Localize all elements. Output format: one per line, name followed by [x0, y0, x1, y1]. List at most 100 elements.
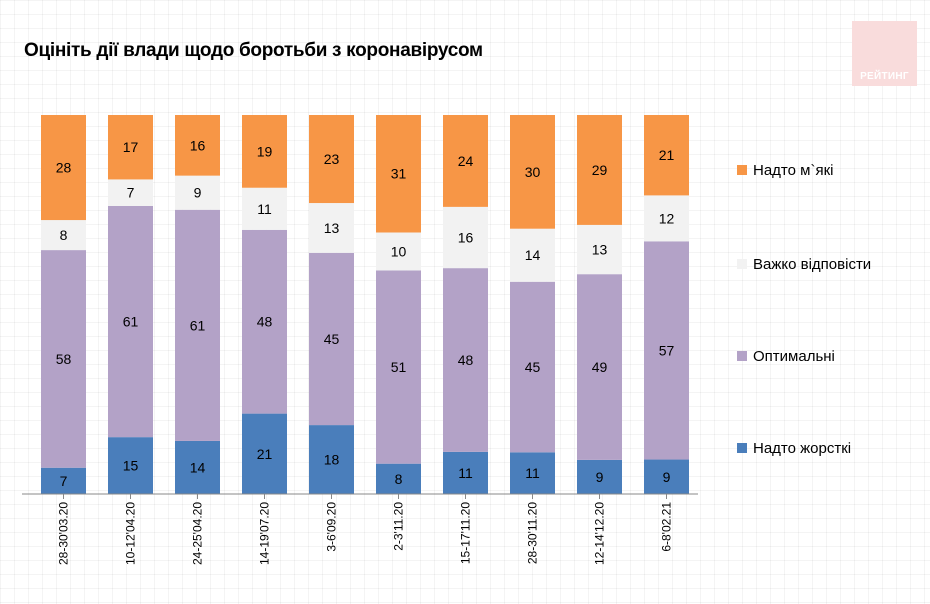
- bar-segment-hard-to-say: [577, 224, 622, 275]
- bar-segment-hard-to-say: [175, 175, 220, 210]
- x-tick-label: 10-12'04.20: [124, 502, 138, 565]
- data-label-optimal: 45: [324, 331, 340, 347]
- data-label-too-harsh: 11: [525, 465, 540, 481]
- x-tick-label: 14-19'07.20: [258, 502, 272, 565]
- data-label-hard-to-say: 7: [127, 185, 135, 201]
- x-tick-label: 15-17'11.20: [459, 502, 473, 564]
- x-tick-label: 28-30'11.20: [526, 502, 540, 564]
- data-label-too-soft: 28: [56, 160, 72, 176]
- rating-logo: РЕЙТИНГ: [852, 21, 917, 86]
- data-label-too-soft: 19: [257, 143, 273, 159]
- data-label-too-soft: 21: [659, 147, 675, 163]
- bar-segment-too-harsh: [376, 463, 421, 494]
- bar-segment-too-harsh: [175, 440, 220, 494]
- bar-segment-too-soft: [108, 115, 153, 180]
- data-label-hard-to-say: 14: [525, 247, 541, 263]
- bar-segment-hard-to-say: [41, 220, 86, 251]
- bar-segment-too-harsh: [577, 459, 622, 494]
- legend-item-optimal: Оптимальні: [737, 346, 835, 366]
- data-label-too-soft: 30: [525, 164, 541, 180]
- bar-segment-too-soft: [510, 115, 555, 229]
- data-label-too-harsh: 8: [395, 471, 403, 487]
- legend-label-hard-to-say: Важко відповісти: [753, 255, 872, 273]
- bar-segment-too-soft: [309, 115, 354, 204]
- data-label-too-harsh: 21: [257, 446, 273, 462]
- data-label-hard-to-say: 8: [60, 227, 68, 243]
- data-label-too-harsh: 9: [663, 469, 671, 485]
- bar-segment-hard-to-say: [644, 195, 689, 242]
- bar-segment-optimal: [644, 241, 689, 460]
- data-label-optimal: 45: [525, 359, 541, 375]
- data-label-optimal: 48: [257, 314, 273, 330]
- data-label-hard-to-say: 13: [592, 242, 608, 258]
- data-label-hard-to-say: 13: [324, 220, 340, 236]
- bar-segment-too-harsh: [510, 452, 555, 494]
- data-label-too-harsh: 9: [596, 469, 604, 485]
- bar-segment-too-harsh: [242, 413, 287, 494]
- data-label-optimal: 51: [391, 359, 407, 375]
- bar-segment-optimal: [242, 229, 287, 414]
- bar-segment-too-soft: [41, 115, 86, 221]
- bar-segment-optimal: [376, 270, 421, 464]
- bar-segment-hard-to-say: [510, 228, 555, 282]
- legend-label-too-harsh: Надто жорсткі: [753, 439, 852, 457]
- bar-segment-hard-to-say: [443, 206, 488, 269]
- data-label-too-harsh: 18: [324, 452, 340, 468]
- data-label-optimal: 48: [458, 352, 474, 368]
- data-label-hard-to-say: 9: [194, 185, 202, 201]
- data-label-too-harsh: 11: [458, 465, 473, 481]
- bar-segment-too-soft: [644, 115, 689, 196]
- data-label-hard-to-say: 11: [257, 201, 272, 217]
- bar-segment-hard-to-say: [309, 203, 354, 253]
- data-label-optimal: 49: [592, 359, 608, 375]
- bar-segment-too-harsh: [443, 451, 488, 494]
- data-label-hard-to-say: 10: [391, 243, 407, 259]
- legend-swatch-optimal: [737, 351, 747, 361]
- legend-item-hard-to-say: Важко відповісти: [737, 254, 871, 274]
- data-label-too-soft: 23: [324, 151, 340, 167]
- data-label-too-harsh: 7: [60, 473, 68, 489]
- bar-segment-optimal: [443, 268, 488, 452]
- legend-label-optimal: Оптимальні: [753, 347, 835, 365]
- data-label-too-soft: 17: [123, 139, 139, 155]
- data-label-optimal: 57: [659, 342, 675, 358]
- x-tick-label: 12-14'12.20: [593, 502, 607, 565]
- legend-label-too-soft: Надто м`які: [753, 161, 834, 179]
- bar-segment-optimal: [175, 209, 220, 441]
- legend-swatch-too-soft: [737, 165, 747, 175]
- data-label-hard-to-say: 12: [659, 210, 675, 226]
- x-tick-label: 6-8'02.21: [660, 502, 674, 552]
- chart-title: Оцініть дії влади щодо боротьби з корона…: [24, 40, 483, 61]
- data-label-optimal: 58: [56, 351, 72, 367]
- x-ticks-group: 28-30'03.20 10-12'04.20 24-25'04.20 14-19'0…: [57, 494, 674, 565]
- bar-segment-too-soft: [577, 115, 622, 225]
- data-label-too-soft: 29: [592, 162, 608, 178]
- x-tick-label: 28-30'03.20: [57, 502, 71, 565]
- legend-item-too-soft: Надто м`які: [737, 160, 833, 180]
- data-label-too-harsh: 14: [190, 459, 206, 475]
- bar-segment-too-soft: [443, 115, 488, 207]
- data-label-too-harsh: 15: [123, 458, 139, 474]
- data-label-optimal: 61: [190, 317, 206, 333]
- bar-segment-optimal: [108, 205, 153, 438]
- bar-segment-optimal: [41, 250, 86, 468]
- x-tick-label: 3-6'09.20: [325, 502, 339, 552]
- bar-segment-hard-to-say: [242, 187, 287, 230]
- bar-segment-too-harsh: [41, 467, 86, 494]
- bar-segment-too-harsh: [108, 437, 153, 494]
- bars-group: 7 58 8 28 15 61 7 17 14 61 9 16 21 48 11 19 18 45 13 23 8 51 1…: [41, 115, 689, 494]
- legend-swatch-too-harsh: [737, 443, 747, 453]
- bar-segment-too-soft: [175, 115, 220, 176]
- data-label-optimal: 61: [123, 314, 139, 330]
- legend-item-too-harsh: Надто жорсткі: [737, 438, 851, 458]
- data-label-too-soft: 24: [458, 153, 474, 169]
- bar-segment-too-harsh: [309, 425, 354, 494]
- logo-text: РЕЙТИНГ: [860, 71, 909, 82]
- bar-segment-hard-to-say: [376, 232, 421, 271]
- x-tick-label: 24-25'04.20: [191, 502, 205, 565]
- legend-swatch-hard-to-say: [737, 259, 747, 269]
- bar-segment-hard-to-say: [108, 179, 153, 206]
- x-tick-label: 2-3'11.20: [392, 502, 406, 551]
- data-label-hard-to-say: 16: [458, 230, 474, 246]
